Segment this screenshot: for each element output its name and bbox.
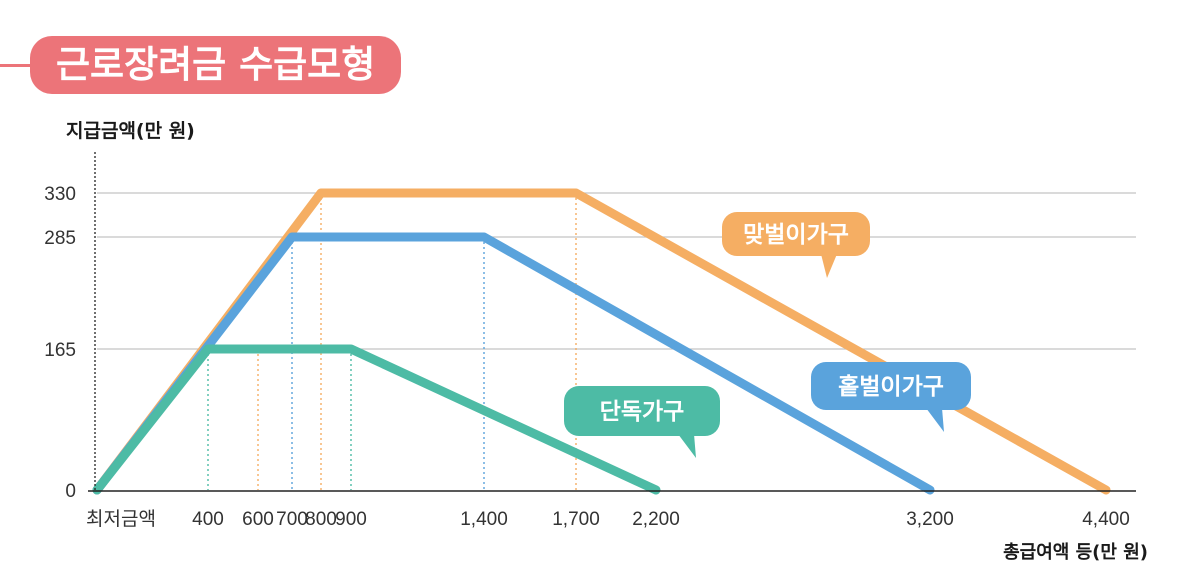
guide-layer xyxy=(207,193,577,490)
y-tick-285: 285 xyxy=(44,228,76,249)
legend-bubble-tail xyxy=(821,254,837,278)
title-rule xyxy=(0,64,34,67)
legend-bubble-tail xyxy=(678,434,696,458)
series-line-홑벌이가구 xyxy=(92,232,935,495)
x-tick-2200: 2,200 xyxy=(632,509,680,530)
legend-bubble-맞벌이가구: 맞벌이가구 xyxy=(722,212,870,278)
x-tick-0: 최저금액 xyxy=(86,508,156,530)
series-layer xyxy=(92,188,1111,495)
legend-bubble-홑벌이가구: 홑벌이가구 xyxy=(811,362,971,432)
legend-bubble-tail xyxy=(926,408,944,432)
chart-title: 근로장려금 수급모형 xyxy=(30,36,402,94)
x-tick-800: 800 xyxy=(305,509,337,530)
series-line-단독가구 xyxy=(92,344,661,495)
y-tick-0: 0 xyxy=(65,481,76,502)
x-tick-3200: 3,200 xyxy=(906,509,954,530)
y-axis-label: 지급금액(만 원) xyxy=(66,120,195,142)
axis-layer xyxy=(88,152,1136,492)
x-tick-700: 700 xyxy=(276,509,308,530)
x-tick-4400: 4,400 xyxy=(1082,509,1130,530)
legend-label-홑벌이가구: 홑벌이가구 xyxy=(838,374,944,400)
x-tick-900: 900 xyxy=(335,509,367,530)
x-tick-1700: 1,700 xyxy=(552,509,600,530)
legend-bubble-body xyxy=(722,212,870,256)
legend-label-맞벌이가구: 맞벌이가구 xyxy=(743,222,849,248)
y-tick-330: 330 xyxy=(44,184,76,205)
legend-bubble-단독가구: 단독가구 xyxy=(564,386,720,458)
y-tick-165: 165 xyxy=(44,340,76,361)
x-tick-1400: 1,400 xyxy=(460,509,508,530)
legend-label-단독가구: 단독가구 xyxy=(600,399,685,425)
x-axis-label: 총급여액 등(만 원) xyxy=(1003,542,1148,563)
x-tick-400: 400 xyxy=(192,509,224,530)
legend-bubble-body xyxy=(564,386,720,436)
legend-bubble-body xyxy=(811,362,971,410)
x-tick-600: 600 xyxy=(242,509,274,530)
